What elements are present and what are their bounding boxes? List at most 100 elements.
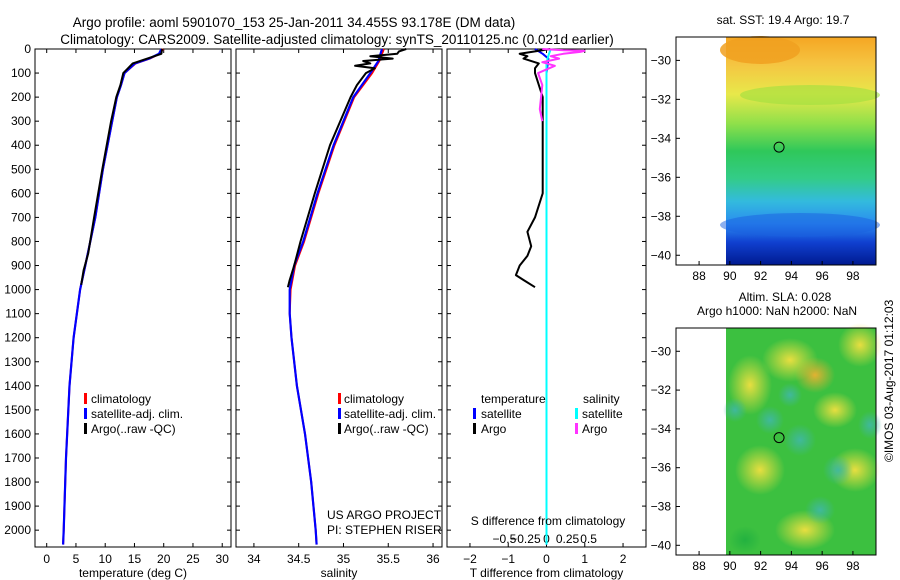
map-frame [675,327,877,556]
sla-high-patch [813,392,857,428]
map-frame [675,36,877,266]
y-tick-label: −32 [651,383,672,397]
difference-legend: temperature satellite Argo salinity sate… [473,392,623,436]
t-argo-diff-line [514,48,551,289]
x-tick-label: 30 [216,552,230,566]
y-tick-label: 1800 [4,475,31,489]
x-tick-label: 2 [620,552,627,566]
x-tick-label: −2 [463,552,477,566]
salinity-legend: climatology satellite-adj. clim. Argo(..… [338,392,436,436]
x-tick-label: 0 [543,552,550,566]
legend-swatch-argo [84,423,87,434]
legend-label-t-argo: Argo [481,422,507,436]
sla-low-patch [778,383,802,407]
x-tick-label: 34.5 [287,552,311,566]
x2-tick-label: 0.5 [580,532,597,546]
pi-note: PI: STEPHEN RISER [327,523,442,537]
x-tick-label: 96 [815,559,829,573]
x-tick-label: 5 [73,552,80,566]
plot-frame [34,48,232,548]
legend-label-climatology: climatology [91,392,151,406]
temperature-legend: climatology satellite-adj. clim. Argo(..… [84,392,183,436]
legend-swatch-satellite [338,408,341,419]
salinity-panel: 34 34.5 35 35.5 36 salinity [235,48,443,580]
x-tick-label: 15 [128,552,142,566]
legend-swatch-satellite [84,408,87,419]
x-tick-label: 0 [43,552,50,566]
s-argo-diff-line [537,48,586,122]
legend-label-argo: Argo(..raw -QC) [91,422,176,436]
difference-panel: −2 −1 0 1 2−0.5−0.25 0 0.25 0.5T difference fro… [446,48,647,580]
profile-location-marker [773,432,785,444]
y-tick-label: −40 [651,248,672,262]
legend-swatch-t-satellite [473,408,476,419]
y-tick-label: 1600 [4,427,31,441]
x-tick-label: 34 [247,552,261,566]
sla-low-patch [729,526,761,554]
y-tick-label: 700 [11,210,31,224]
x-tick-label: 90 [723,269,737,283]
sla-high-patch [838,323,882,367]
sla-low-patch [858,411,882,439]
x-axis-label: salinity [321,566,358,580]
y-tick-label: 400 [11,138,31,152]
y-tick-label: 300 [11,114,31,128]
y-tick-label: 1000 [4,283,31,297]
sla-low-patch [784,424,816,456]
x-tick-label: 90 [723,559,737,573]
y-tick-label: −38 [651,209,672,223]
x-tick-label: 94 [785,269,799,283]
sst-mid-patch [740,85,880,105]
x-axis-label: temperature (deg C) [79,566,187,580]
sst-cool-patch [720,213,880,237]
legend-label-s-argo: Argo [582,422,608,436]
sla-title-2: Argo h1000: NaN h2000: NaN [697,304,857,318]
y-tick-label: 900 [11,259,31,273]
x-tick-label: 25 [186,552,200,566]
legend-swatch-t-argo [473,423,476,434]
y-tick-label: 500 [11,162,31,176]
x-tick-label: 98 [846,559,860,573]
legend-label-climatology: climatology [344,392,404,406]
x-tick-label: 36 [426,552,440,566]
x-tick-label: 94 [785,559,799,573]
x-tick-label: 20 [157,552,171,566]
s-difference-label: S difference from climatology [471,514,626,528]
project-note: US ARGO PROJECT [327,508,442,522]
y-tick-label: −36 [651,170,672,184]
x-tick-label: 98 [846,269,860,283]
y-tick-label: 600 [11,186,31,200]
satellite-clim-line [62,48,163,545]
legend-swatch-climatology [84,393,87,404]
y-tick-label: 1400 [4,379,31,393]
header-line-2: Climatology: CARS2009. Satellite-adjuste… [60,32,614,47]
profile-location-marker [773,141,785,153]
y-tick-label: 1200 [4,331,31,345]
legend-swatch-climatology [338,393,341,404]
climatology-line [288,48,385,545]
sst-map [720,36,880,265]
x-tick-label: 88 [692,559,706,573]
legend-label-s-satellite: satellite [582,407,623,421]
legend-heading-temperature: temperature [481,392,546,406]
legend-label-argo: Argo(..raw -QC) [344,422,429,436]
sla-low-patch [823,455,853,485]
y-tick-label: −34 [651,131,672,145]
x-tick-label: 92 [754,559,768,573]
legend-swatch-s-argo [575,423,578,434]
x-tick-label: 35.5 [377,552,401,566]
legend-swatch-argo [338,423,341,434]
sla-low-patch [756,406,784,434]
legend-label-satellite: satellite-adj. clim. [344,407,436,421]
sst-title: sat. SST: 19.4 Argo: 19.7 [717,13,850,27]
x2-tick-label: 0.25 [556,532,580,546]
x-tick-label: 1 [581,552,588,566]
legend-label-t-satellite: satellite [481,407,522,421]
imos-credit: ©IMOS 03-Aug-2017 01:12:03 [882,299,896,462]
sla-low-patch [723,398,747,422]
legend-heading-salinity: salinity [583,392,620,406]
sla-title-1: Altim. SLA: 0.028 [739,290,832,304]
legend-swatch-s-satellite [575,408,578,419]
sla-axes: 88 90 92 94 96 98 −30 −32 −34 −36 −38 −40 [651,327,877,573]
